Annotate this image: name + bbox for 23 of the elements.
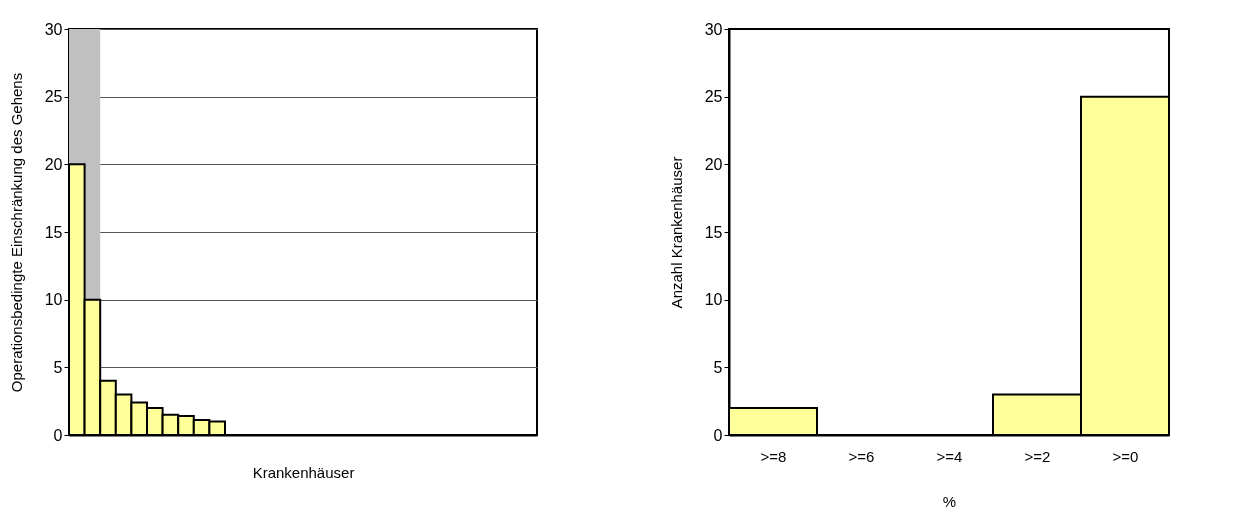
y-tick-label: 25 [44, 88, 63, 106]
y-tick-label: 25 [704, 88, 723, 106]
x-tick-label: >=0 [1112, 447, 1139, 465]
y-tick-label: 20 [704, 155, 723, 173]
x-tick-label: >=2 [1024, 447, 1051, 465]
y-tick-label: 5 [713, 358, 723, 376]
x-tick-label: >=6 [848, 447, 875, 465]
y-tick-label: 20 [44, 155, 63, 173]
y-tick-label: 30 [704, 20, 723, 38]
y-axis-title: Anzahl Krankenhäuser [667, 156, 685, 309]
y-axis-title: Operationsbedingte Einschränkung des Gehens [7, 72, 25, 393]
x-axis-title: % [942, 492, 957, 510]
y-tick-label: 30 [44, 20, 63, 38]
x-axis-title: Krankenhäuser [252, 463, 355, 481]
y-tick-label: 0 [53, 426, 63, 444]
y-tick-label: 15 [44, 223, 63, 241]
y-tick-label: 10 [704, 291, 723, 309]
y-tick-label: 5 [53, 358, 63, 376]
x-tick-label: >=4 [936, 447, 963, 465]
x-tick-label: >=8 [760, 447, 787, 465]
y-tick-label: 10 [44, 291, 63, 309]
y-tick-label: 15 [704, 223, 723, 241]
y-tick-label: 0 [713, 426, 723, 444]
